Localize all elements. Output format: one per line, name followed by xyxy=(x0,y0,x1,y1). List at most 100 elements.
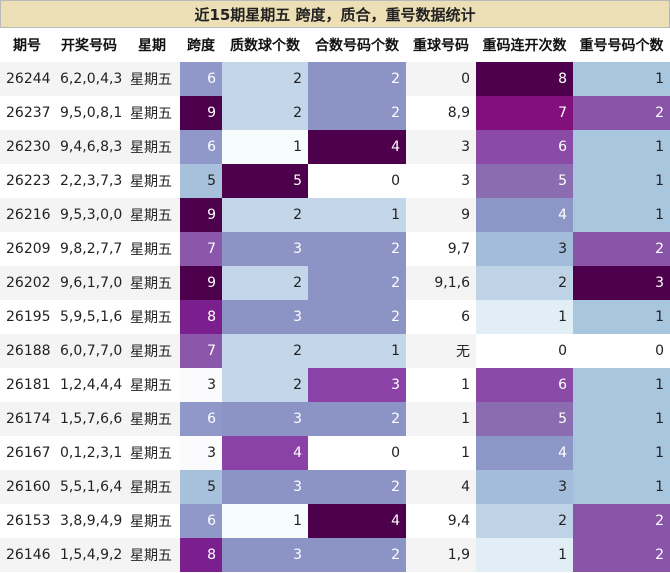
cell-consecutive: 8 xyxy=(476,62,573,96)
cell-issue: 26237 xyxy=(0,96,54,130)
cell-consecutive: 5 xyxy=(476,164,573,198)
cell-span: 5 xyxy=(180,164,222,198)
col-repeat-count-header: 重号号码个数 xyxy=(573,28,670,62)
cell-composites: 2 xyxy=(308,538,406,572)
cell-weekday: 星期五 xyxy=(124,436,180,470)
cell-numbers: 1,5,7,6,6 xyxy=(54,402,124,436)
cell-repeat-count: 2 xyxy=(573,232,670,266)
cell-primes: 2 xyxy=(222,334,308,368)
cell-issue: 26188 xyxy=(0,334,54,368)
table-row: 26195 5,9,5,1,6 星期五 8 3 2 6 1 1 xyxy=(0,300,670,334)
table-row: 26223 2,2,3,7,3 星期五 5 5 0 3 5 1 xyxy=(0,164,670,198)
cell-repeat: 9,4 xyxy=(406,504,476,538)
col-span-header: 跨度 xyxy=(180,28,222,62)
col-numbers-header: 开奖号码 xyxy=(54,28,124,62)
cell-composites: 4 xyxy=(308,504,406,538)
table-row: 26202 9,6,1,7,0 星期五 9 2 2 9,1,6 2 3 xyxy=(0,266,670,300)
cell-repeat: 3 xyxy=(406,164,476,198)
cell-span: 6 xyxy=(180,62,222,96)
cell-issue: 26146 xyxy=(0,538,54,572)
cell-composites: 2 xyxy=(308,402,406,436)
cell-repeat: 9,7 xyxy=(406,232,476,266)
cell-issue: 26244 xyxy=(0,62,54,96)
cell-numbers: 1,5,4,9,2 xyxy=(54,538,124,572)
cell-weekday: 星期五 xyxy=(124,300,180,334)
table-body: 26244 6,2,0,4,3 星期五 6 2 2 0 8 1 26237 9,5,0,8,1 星期五… xyxy=(0,62,670,572)
cell-primes: 1 xyxy=(222,130,308,164)
cell-span: 3 xyxy=(180,436,222,470)
table-row: 26160 5,5,1,6,4 星期五 5 3 2 4 3 1 xyxy=(0,470,670,504)
table-row: 26230 9,4,6,8,3 星期五 6 1 4 3 6 1 xyxy=(0,130,670,164)
cell-weekday: 星期五 xyxy=(124,266,180,300)
cell-span: 9 xyxy=(180,198,222,232)
cell-primes: 3 xyxy=(222,538,308,572)
cell-span: 7 xyxy=(180,232,222,266)
cell-repeat: 1 xyxy=(406,436,476,470)
cell-consecutive: 1 xyxy=(476,538,573,572)
table-row: 26209 9,8,2,7,7 星期五 7 3 2 9,7 3 2 xyxy=(0,232,670,266)
cell-repeat: 1 xyxy=(406,368,476,402)
col-composites-header: 合数号码个数 xyxy=(308,28,406,62)
cell-consecutive: 7 xyxy=(476,96,573,130)
cell-weekday: 星期五 xyxy=(124,232,180,266)
col-repeat-header: 重球号码 xyxy=(406,28,476,62)
cell-repeat-count: 1 xyxy=(573,62,670,96)
cell-issue: 26223 xyxy=(0,164,54,198)
cell-weekday: 星期五 xyxy=(124,504,180,538)
cell-issue: 26230 xyxy=(0,130,54,164)
cell-numbers: 9,5,3,0,0 xyxy=(54,198,124,232)
cell-primes: 2 xyxy=(222,62,308,96)
cell-repeat-count: 1 xyxy=(573,164,670,198)
cell-repeat-count: 2 xyxy=(573,538,670,572)
cell-issue: 26153 xyxy=(0,504,54,538)
cell-issue: 26209 xyxy=(0,232,54,266)
cell-weekday: 星期五 xyxy=(124,96,180,130)
cell-repeat: 1 xyxy=(406,402,476,436)
table-row: 26153 3,8,9,4,9 星期五 6 1 4 9,4 2 2 xyxy=(0,504,670,538)
col-weekday-header: 星期 xyxy=(124,28,180,62)
header-row: 期号 开奖号码 星期 跨度 质数球个数 合数号码个数 重球号码 重码连开次数 重… xyxy=(0,28,670,62)
cell-consecutive: 6 xyxy=(476,130,573,164)
cell-span: 6 xyxy=(180,130,222,164)
cell-issue: 26160 xyxy=(0,470,54,504)
cell-repeat-count: 0 xyxy=(573,334,670,368)
cell-primes: 2 xyxy=(222,198,308,232)
cell-repeat-count: 2 xyxy=(573,504,670,538)
table-row: 26174 1,5,7,6,6 星期五 6 3 2 1 5 1 xyxy=(0,402,670,436)
cell-span: 6 xyxy=(180,402,222,436)
cell-composites: 2 xyxy=(308,62,406,96)
cell-repeat: 6 xyxy=(406,300,476,334)
table-row: 26188 6,0,7,7,0 星期五 7 2 1 无 0 0 xyxy=(0,334,670,368)
cell-span: 9 xyxy=(180,266,222,300)
col-issue-header: 期号 xyxy=(0,28,54,62)
cell-numbers: 2,2,3,7,3 xyxy=(54,164,124,198)
table-title: 近15期星期五 跨度，质合，重号数据统计 xyxy=(0,0,670,28)
cell-composites: 2 xyxy=(308,470,406,504)
cell-span: 5 xyxy=(180,470,222,504)
cell-numbers: 5,9,5,1,6 xyxy=(54,300,124,334)
col-primes-header: 质数球个数 xyxy=(222,28,308,62)
cell-repeat: 4 xyxy=(406,470,476,504)
cell-repeat: 8,9 xyxy=(406,96,476,130)
cell-composites: 1 xyxy=(308,198,406,232)
cell-consecutive: 2 xyxy=(476,266,573,300)
cell-issue: 26216 xyxy=(0,198,54,232)
cell-repeat-count: 1 xyxy=(573,402,670,436)
cell-weekday: 星期五 xyxy=(124,198,180,232)
table-row: 26146 1,5,4,9,2 星期五 8 3 2 1,9 1 2 xyxy=(0,538,670,572)
cell-primes: 2 xyxy=(222,368,308,402)
cell-issue: 26202 xyxy=(0,266,54,300)
cell-consecutive: 4 xyxy=(476,198,573,232)
cell-primes: 1 xyxy=(222,504,308,538)
cell-composites: 4 xyxy=(308,130,406,164)
cell-primes: 4 xyxy=(222,436,308,470)
cell-numbers: 5,5,1,6,4 xyxy=(54,470,124,504)
stats-table: 期号 开奖号码 星期 跨度 质数球个数 合数号码个数 重球号码 重码连开次数 重… xyxy=(0,28,670,572)
cell-primes: 3 xyxy=(222,300,308,334)
cell-issue: 26174 xyxy=(0,402,54,436)
cell-span: 3 xyxy=(180,368,222,402)
cell-primes: 2 xyxy=(222,266,308,300)
cell-issue: 26181 xyxy=(0,368,54,402)
cell-repeat: 无 xyxy=(406,334,476,368)
cell-repeat-count: 1 xyxy=(573,130,670,164)
